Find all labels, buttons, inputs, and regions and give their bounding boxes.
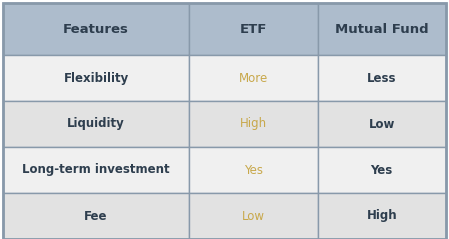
Bar — [3, 3, 189, 55]
Text: Low: Low — [242, 210, 265, 223]
Bar — [189, 101, 317, 147]
Bar — [317, 3, 446, 55]
Text: Less: Less — [367, 71, 396, 85]
Text: Yes: Yes — [370, 163, 393, 176]
Bar — [317, 193, 446, 239]
Text: ETF: ETF — [240, 22, 267, 36]
Text: Yes: Yes — [244, 163, 263, 176]
Text: Features: Features — [63, 22, 129, 36]
Bar — [317, 147, 446, 193]
Text: Liquidity: Liquidity — [67, 118, 125, 130]
Bar — [189, 55, 317, 101]
Text: Long-term investment: Long-term investment — [22, 163, 170, 176]
Text: Fee: Fee — [84, 210, 108, 223]
Text: More: More — [239, 71, 268, 85]
Bar — [3, 147, 189, 193]
Bar — [189, 193, 317, 239]
Text: Low: Low — [369, 118, 395, 130]
Bar — [189, 3, 317, 55]
Bar — [317, 101, 446, 147]
Text: Flexibility: Flexibility — [63, 71, 129, 85]
Bar — [3, 55, 189, 101]
Bar — [317, 55, 446, 101]
Bar — [3, 193, 189, 239]
Text: High: High — [240, 118, 267, 130]
Bar — [189, 147, 317, 193]
Text: High: High — [366, 210, 397, 223]
Bar — [3, 101, 189, 147]
Text: Mutual Fund: Mutual Fund — [335, 22, 429, 36]
